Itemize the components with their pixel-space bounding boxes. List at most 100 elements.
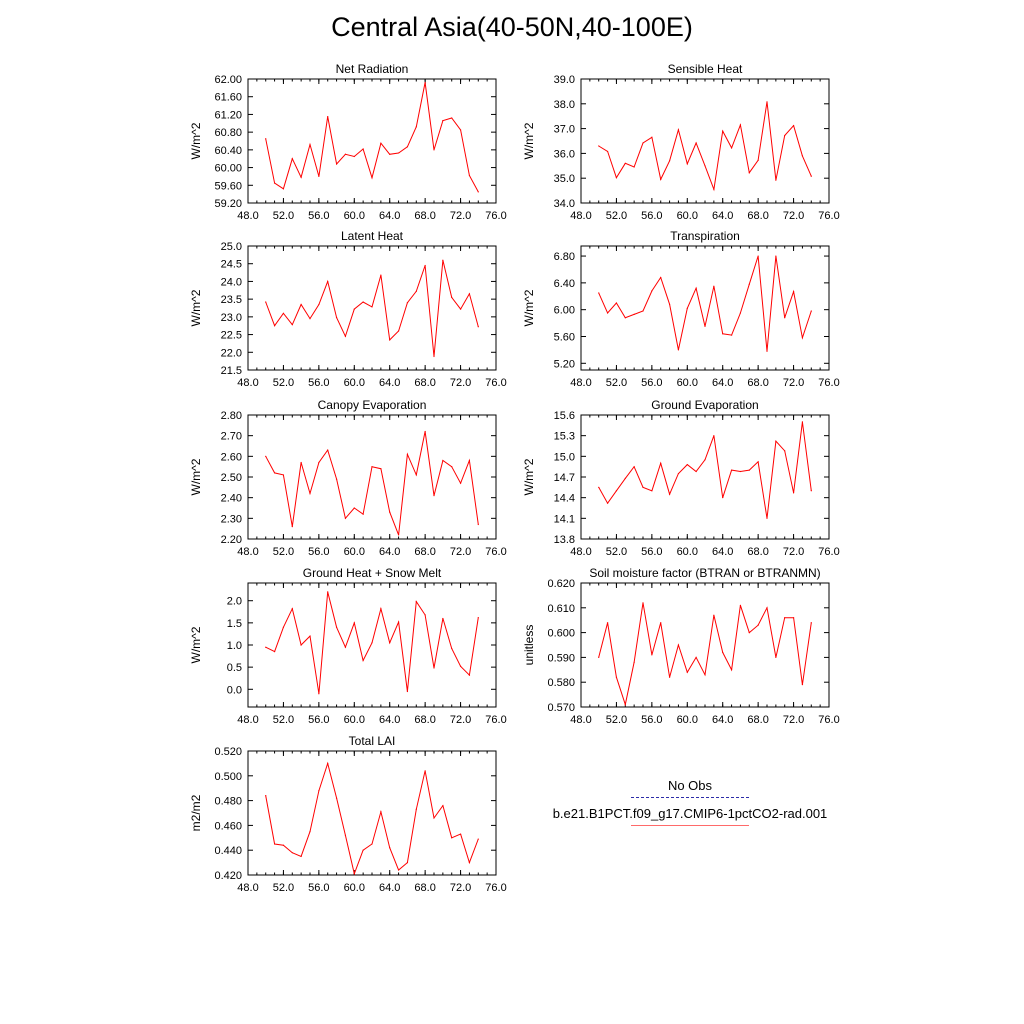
data-point xyxy=(353,155,355,158)
data-point xyxy=(677,349,680,351)
data-point xyxy=(615,177,618,179)
series-line xyxy=(265,761,479,876)
x-tick-label: 52.0 xyxy=(273,210,294,222)
data-point xyxy=(668,493,671,495)
data-point xyxy=(642,602,644,604)
data-point xyxy=(424,430,426,433)
data-point xyxy=(792,125,795,127)
x-tick-label: 60.0 xyxy=(344,714,365,726)
chart-panel: 48.0 52.0 56.0 60.0 64.0 68.0 72.0 76.0 13.8 14.1… xyxy=(522,398,840,558)
chart-panel: 48.0 52.0 56.0 60.0 64.0 68.0 72.0 76.0 0.0 0.5 1.… xyxy=(189,566,507,726)
data-point xyxy=(784,317,786,319)
data-point xyxy=(686,464,688,466)
data-point xyxy=(433,495,435,497)
data-point xyxy=(442,459,444,462)
panel-title: Soil moisture factor (BTRAN or BTRANMN) xyxy=(589,566,820,580)
data-point xyxy=(739,470,742,473)
data-point xyxy=(371,843,373,845)
chart-panel: 48.0 52.0 56.0 60.0 64.0 68.0 72.0 76.0 59.20 59.… xyxy=(189,62,507,222)
data-point xyxy=(424,614,426,616)
data-point xyxy=(415,474,417,476)
data-point xyxy=(598,145,600,147)
data-point xyxy=(730,469,733,471)
data-point xyxy=(451,296,453,298)
data-point xyxy=(415,290,417,292)
y-tick-label: 62.00 xyxy=(214,74,242,86)
data-point xyxy=(389,847,391,849)
plot-frame xyxy=(247,750,497,876)
data-point xyxy=(766,101,768,103)
data-point xyxy=(424,81,426,84)
data-point xyxy=(282,474,285,476)
data-point xyxy=(309,143,311,146)
data-point xyxy=(406,302,409,304)
data-point xyxy=(362,659,364,662)
x-tick-label: 52.0 xyxy=(273,546,294,558)
data-point xyxy=(415,808,417,810)
data-point xyxy=(704,325,706,328)
y-tick-label: 37.0 xyxy=(554,124,575,136)
data-point xyxy=(300,176,302,178)
y-tick-label: 5.20 xyxy=(554,358,575,370)
x-tick-label: 60.0 xyxy=(344,210,365,222)
data-point xyxy=(730,669,733,671)
y-tick-label: 61.20 xyxy=(214,109,242,121)
data-point xyxy=(344,646,347,648)
data-point xyxy=(624,477,626,479)
chart-panel: 48.0 52.0 56.0 60.0 64.0 68.0 72.0 76.0 34.0 35.0… xyxy=(522,62,840,222)
x-tick-label: 68.0 xyxy=(414,377,435,389)
data-point xyxy=(380,811,382,813)
x-tick-label: 56.0 xyxy=(641,714,662,726)
data-point xyxy=(668,676,671,678)
data-point xyxy=(415,601,417,603)
x-tick-label: 52.0 xyxy=(606,546,627,558)
y-tick-label: 2.80 xyxy=(221,410,242,422)
y-tick-label: 2.40 xyxy=(221,493,242,505)
data-point xyxy=(810,310,812,312)
x-tick-label: 52.0 xyxy=(606,210,627,222)
plot-frame xyxy=(580,582,830,708)
data-point xyxy=(695,287,697,289)
data-point xyxy=(615,302,618,304)
data-point xyxy=(389,642,391,644)
y-tick-label: 2.50 xyxy=(221,472,242,484)
data-point xyxy=(442,804,444,807)
y-tick-label: 0.440 xyxy=(214,845,242,857)
series-line xyxy=(598,421,812,519)
x-tick-label: 68.0 xyxy=(414,714,435,726)
x-tick-label: 64.0 xyxy=(379,377,400,389)
legend-obs-swatch xyxy=(631,797,749,798)
data-point xyxy=(784,134,786,137)
data-point xyxy=(442,120,444,122)
data-point xyxy=(273,472,276,474)
y-tick-label: 23.0 xyxy=(221,312,242,324)
data-point xyxy=(406,453,409,455)
data-point xyxy=(810,490,812,492)
y-tick-label: 0.0 xyxy=(227,684,242,696)
data-point xyxy=(784,617,786,619)
data-point xyxy=(353,507,355,509)
y-tick-label: 24.0 xyxy=(221,276,242,288)
data-point xyxy=(748,283,750,285)
y-tick-label: 1.5 xyxy=(227,618,242,630)
data-point xyxy=(713,188,715,190)
data-point xyxy=(380,468,382,470)
data-point xyxy=(335,797,338,799)
y-tick-label: 59.20 xyxy=(214,198,242,210)
data-point xyxy=(775,656,777,659)
data-point xyxy=(389,339,391,341)
data-point xyxy=(775,440,777,442)
y-tick-label: 39.0 xyxy=(554,74,575,86)
x-tick-label: 76.0 xyxy=(485,882,506,894)
data-point xyxy=(792,290,795,293)
data-point xyxy=(265,138,267,140)
data-point xyxy=(686,307,688,309)
data-point xyxy=(668,303,671,305)
x-tick-label: 56.0 xyxy=(308,377,329,389)
x-tick-label: 72.0 xyxy=(783,714,804,726)
data-point xyxy=(424,770,426,772)
data-point xyxy=(477,523,479,526)
x-tick-label: 60.0 xyxy=(677,377,698,389)
y-tick-label: 38.0 xyxy=(554,99,575,111)
